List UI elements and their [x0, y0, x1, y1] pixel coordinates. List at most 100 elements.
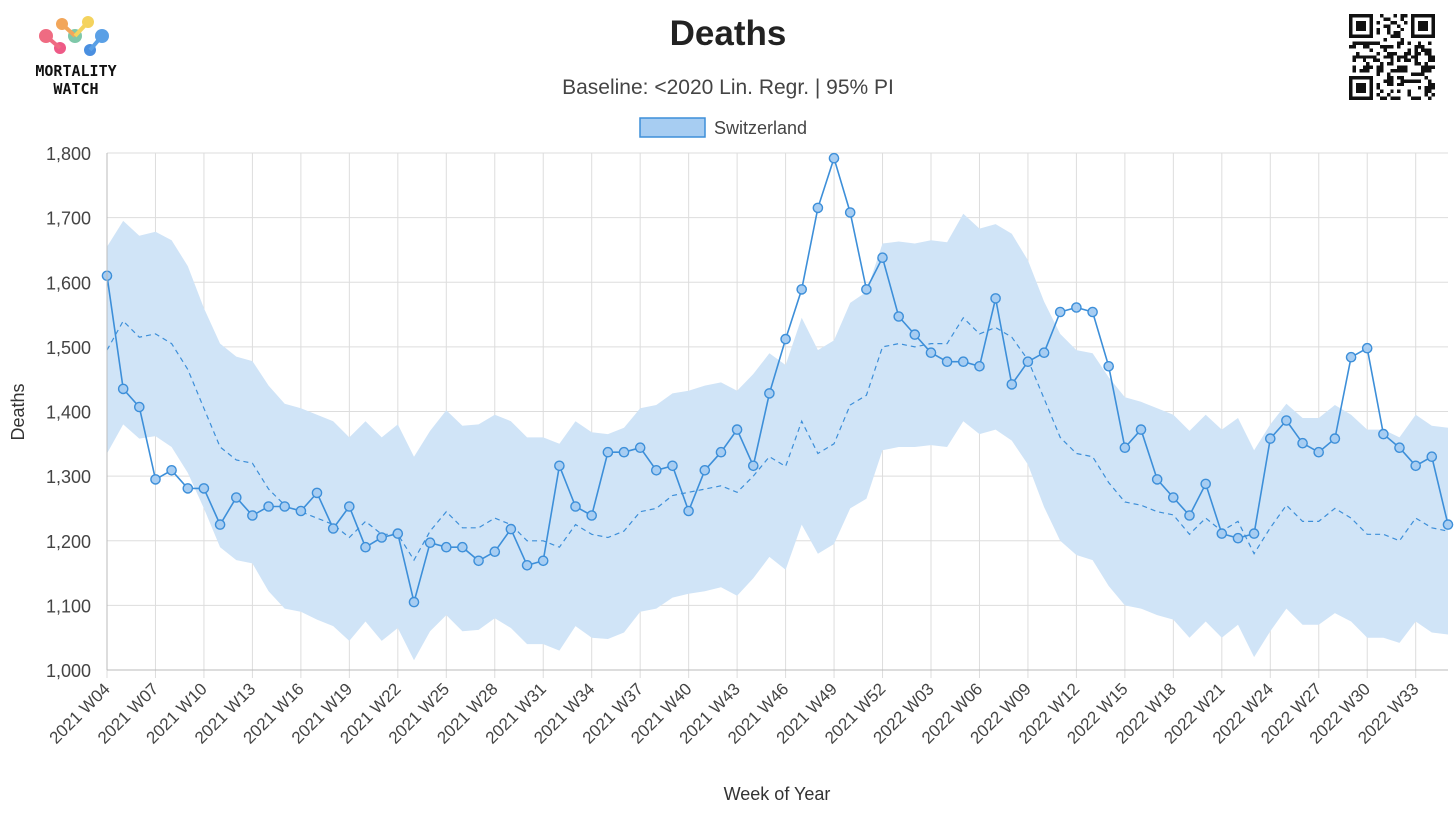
data-point[interactable]: [1329, 433, 1341, 444]
data-point[interactable]: [133, 401, 145, 413]
prediction-interval: [107, 213, 1448, 661]
data-point[interactable]: [521, 560, 533, 571]
data-point[interactable]: [1038, 347, 1050, 359]
data-point[interactable]: [812, 202, 824, 214]
data-point[interactable]: [1426, 451, 1438, 463]
data-point[interactable]: [748, 460, 759, 472]
data-point[interactable]: [828, 152, 840, 164]
data-point[interactable]: [586, 510, 598, 521]
data-point[interactable]: [117, 383, 129, 395]
data-point[interactable]: [715, 446, 727, 458]
y-tick-label: 1,800: [46, 144, 91, 164]
data-point[interactable]: [457, 541, 468, 553]
data-point[interactable]: [343, 501, 355, 512]
data-point[interactable]: [1151, 474, 1163, 485]
y-tick-label: 1,200: [46, 532, 91, 552]
data-point[interactable]: [1378, 428, 1389, 440]
logo-text: MORTALITY WATCH: [14, 62, 138, 98]
data-point[interactable]: [861, 284, 872, 295]
data-point[interactable]: [570, 501, 581, 512]
data-point[interactable]: [780, 333, 791, 345]
data-point[interactable]: [893, 311, 905, 322]
legend-swatch-switzerland[interactable]: [639, 117, 706, 138]
y-tick-label: 1,100: [46, 596, 91, 616]
data-point[interactable]: [1071, 302, 1082, 313]
data-point[interactable]: [1265, 433, 1276, 444]
data-point[interactable]: [440, 541, 452, 553]
data-point[interactable]: [909, 329, 921, 340]
data-point[interactable]: [651, 464, 662, 476]
data-point[interactable]: [473, 555, 484, 567]
data-point[interactable]: [247, 510, 258, 521]
data-point[interactable]: [699, 464, 711, 476]
y-tick-label: 1,500: [46, 338, 91, 358]
y-tick-label: 1,700: [46, 209, 91, 229]
data-point[interactable]: [1248, 528, 1260, 539]
data-point[interactable]: [618, 446, 630, 458]
data-point[interactable]: [731, 424, 743, 435]
data-point[interactable]: [796, 284, 808, 295]
data-point[interactable]: [150, 474, 161, 485]
data-point[interactable]: [1168, 492, 1179, 503]
data-point[interactable]: [230, 492, 242, 503]
data-point[interactable]: [360, 541, 371, 553]
data-point[interactable]: [1361, 342, 1373, 354]
data-point[interactable]: [1200, 478, 1211, 490]
data-point[interactable]: [1022, 356, 1034, 368]
data-point[interactable]: [392, 528, 404, 539]
data-point[interactable]: [214, 519, 226, 530]
data-point[interactable]: [1103, 360, 1114, 372]
data-point[interactable]: [683, 505, 694, 517]
data-point[interactable]: [974, 360, 985, 372]
data-point[interactable]: [554, 460, 565, 472]
data-point[interactable]: [327, 523, 339, 534]
legend-label-switzerland[interactable]: Switzerland: [714, 118, 807, 138]
data-point[interactable]: [602, 446, 614, 458]
data-point[interactable]: [537, 555, 549, 567]
data-point[interactable]: [1394, 442, 1405, 454]
data-point[interactable]: [489, 546, 501, 558]
data-point[interactable]: [1345, 351, 1357, 363]
y-tick-label: 1,400: [46, 403, 91, 423]
data-point[interactable]: [166, 464, 177, 476]
data-point[interactable]: [1119, 442, 1131, 454]
data-point[interactable]: [279, 501, 291, 512]
data-point[interactable]: [182, 483, 194, 494]
data-point[interactable]: [1087, 306, 1098, 318]
data-point[interactable]: [990, 293, 1001, 304]
data-point[interactable]: [925, 347, 937, 359]
data-point[interactable]: [408, 596, 420, 608]
data-point[interactable]: [424, 537, 436, 549]
data-point[interactable]: [958, 356, 969, 368]
data-point[interactable]: [1442, 519, 1454, 530]
data-point[interactable]: [1135, 424, 1147, 435]
y-axis-label: Deaths: [8, 383, 28, 440]
data-point[interactable]: [1281, 415, 1292, 426]
data-point[interactable]: [505, 523, 517, 535]
data-point[interactable]: [1410, 460, 1421, 472]
data-point[interactable]: [1297, 437, 1308, 449]
data-point[interactable]: [1184, 510, 1195, 521]
prediction-interval-band: [107, 213, 1448, 661]
data-point[interactable]: [634, 442, 646, 454]
data-point[interactable]: [844, 207, 856, 218]
data-point[interactable]: [941, 356, 953, 368]
legend: Switzerland: [639, 117, 807, 138]
data-point[interactable]: [295, 505, 307, 517]
data-point[interactable]: [198, 483, 210, 494]
data-point[interactable]: [376, 532, 388, 543]
data-point[interactable]: [1006, 379, 1018, 390]
data-point[interactable]: [1232, 532, 1244, 544]
data-point[interactable]: [667, 460, 678, 472]
data-point[interactable]: [764, 388, 775, 399]
mortality-watch-logo: MORTALITY WATCH: [14, 14, 138, 104]
data-point[interactable]: [311, 487, 323, 499]
data-point[interactable]: [1313, 446, 1324, 458]
data-point[interactable]: [1054, 306, 1066, 318]
chart-title: Deaths: [669, 14, 787, 53]
data-point[interactable]: [877, 252, 888, 264]
data-point[interactable]: [263, 501, 274, 512]
data-point[interactable]: [1216, 528, 1228, 539]
logo-icon: [39, 16, 109, 56]
